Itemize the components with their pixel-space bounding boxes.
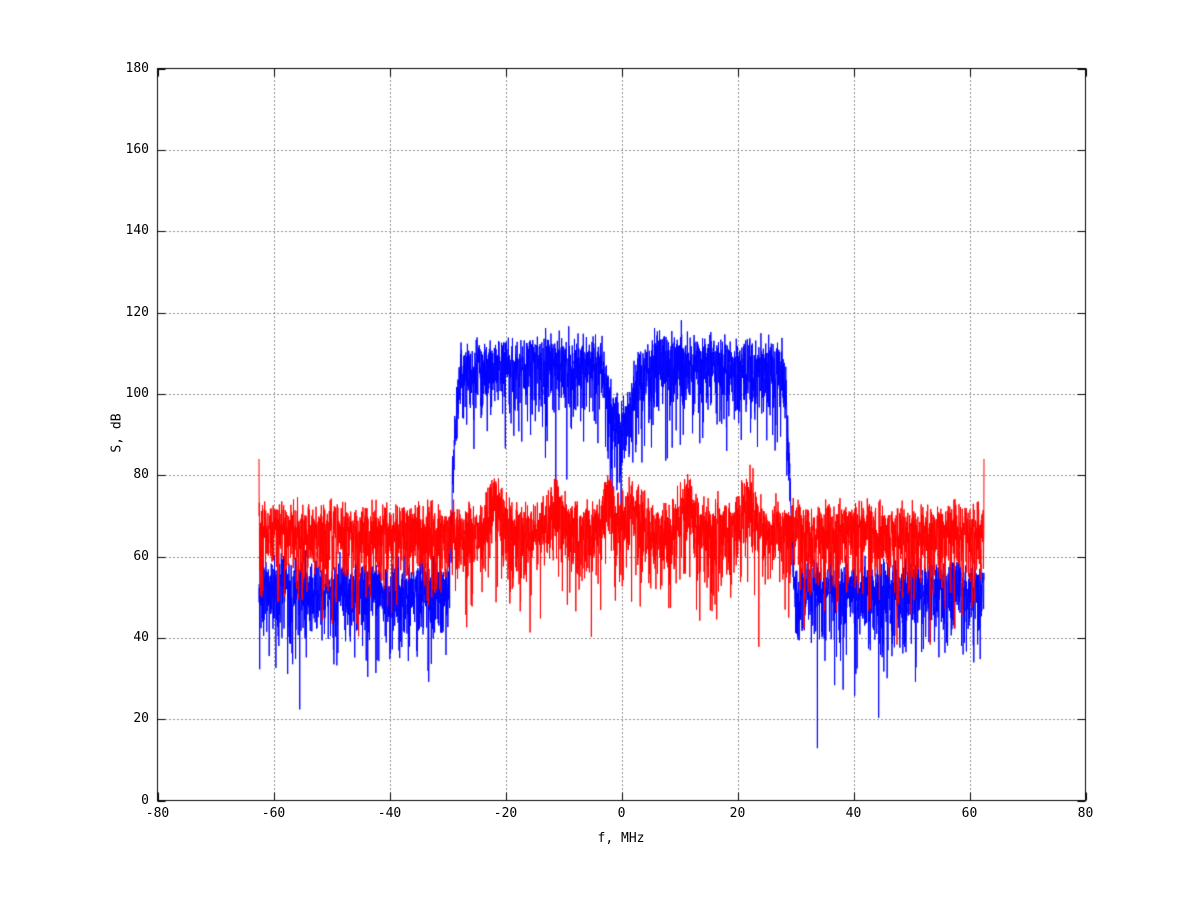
x-axis-label: f, MHz [597,831,645,846]
x-tick-label: 0 [617,806,626,821]
y-tick-label: 20 [133,711,149,727]
y-tick-label: 120 [125,304,149,320]
x-tick-label: 60 [961,806,978,821]
x-tick-label: 40 [845,806,862,821]
y-tick-label: 40 [133,629,149,645]
y-tick-label: 80 [133,467,149,483]
x-tick-label: -20 [493,806,518,821]
y-tick-label: 0 [141,792,149,808]
x-tick-label: 80 [1077,806,1094,821]
y-tick-label: 60 [133,548,149,564]
x-tick-label: -60 [261,806,286,821]
y-tick-label: 140 [125,223,149,239]
x-tick-label: 20 [729,806,746,821]
x-tick-label: -80 [145,806,170,821]
y-tick-label: 100 [125,385,149,401]
y-axis-label: S, dB [109,413,125,453]
x-tick-label: -40 [377,806,402,821]
y-tick-label: 180 [125,60,149,76]
y-tick-label: 160 [125,141,149,157]
